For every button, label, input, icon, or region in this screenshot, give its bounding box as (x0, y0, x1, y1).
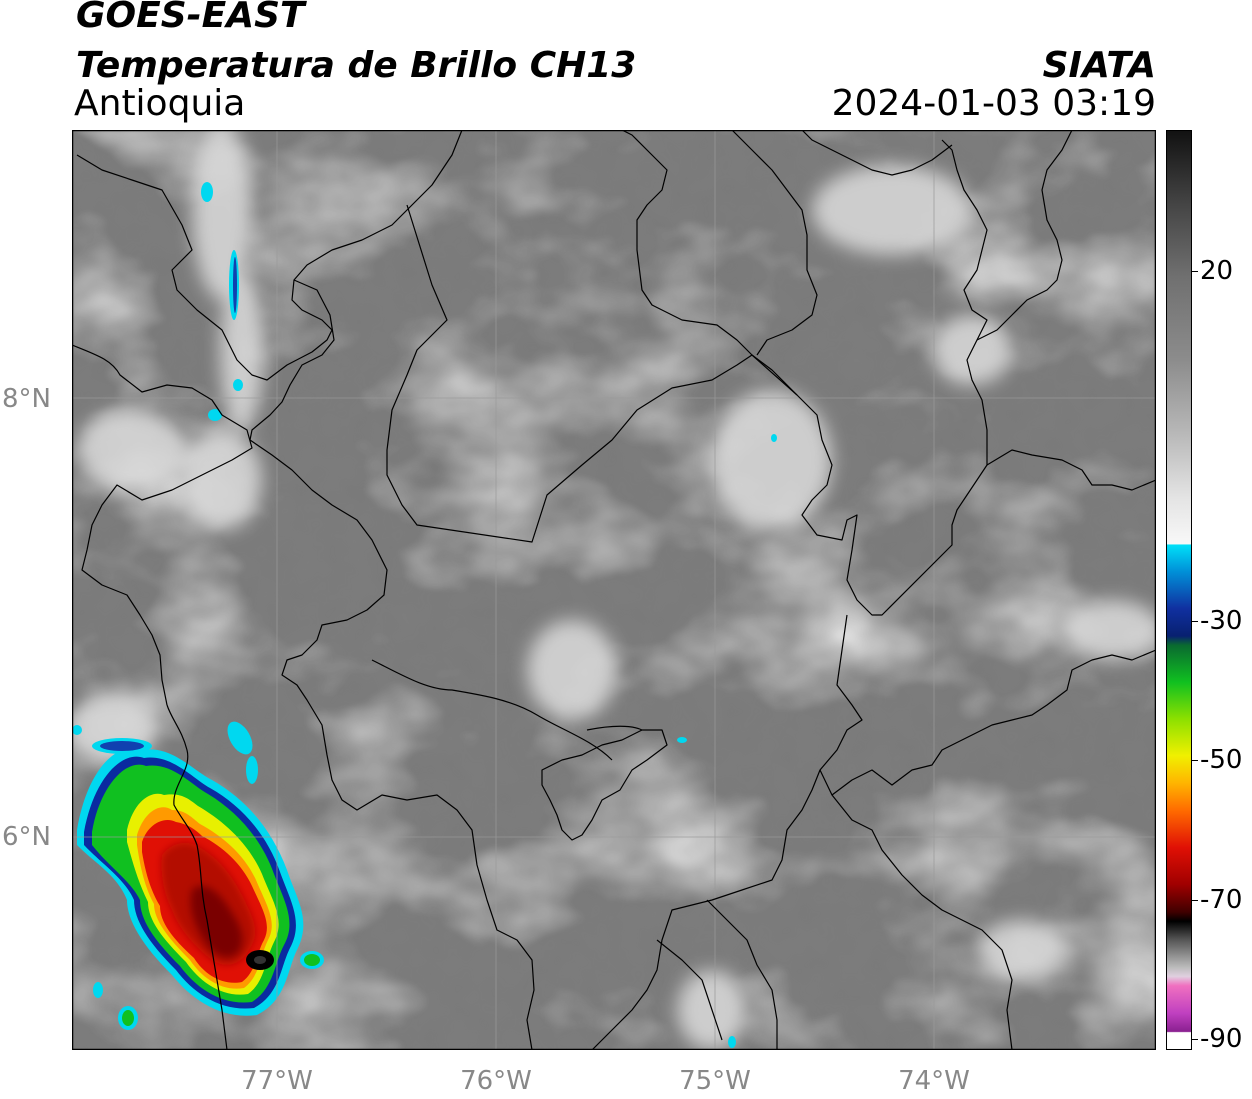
lon-label-74w: 74°W (898, 1066, 970, 1096)
cold-cloud-spots (201, 182, 777, 1048)
colorbar-tick-label: -70 (1200, 885, 1243, 915)
lat-label-8n: 8°N (2, 384, 51, 414)
coastline (72, 344, 253, 706)
organization-label: SIATA (1042, 45, 1156, 86)
lon-label-76w: 76°W (460, 1066, 532, 1096)
colorbar-tick-label: -30 (1200, 606, 1243, 636)
product-title: Temperatura de Brillo CH13 (76, 45, 637, 86)
colorbar (1166, 130, 1192, 1050)
lon-label-75w: 75°W (679, 1066, 751, 1096)
colorbar-tick (1192, 271, 1198, 272)
lon-label-77w: 77°W (241, 1066, 313, 1096)
brightness-temperature-map (72, 130, 1156, 1050)
satellite-title: GOES-EAST (76, 0, 305, 36)
region-label: Antioquia (74, 83, 246, 124)
colorbar-tick-label: -50 (1200, 745, 1243, 775)
lat-label-6n: 6°N (2, 822, 51, 852)
map-gridlines (72, 130, 1156, 1050)
colorbar-tick-label: 20 (1200, 256, 1234, 286)
colorbar-tick (1192, 621, 1198, 622)
boundaries (72, 130, 1156, 1050)
datetime-label: 2024-01-03 03:19 (831, 83, 1156, 124)
colorbar-tick-label: -90 (1200, 1024, 1243, 1054)
convective-storm (72, 721, 324, 1030)
colorbar-tick (1192, 1039, 1198, 1040)
colorbar-tick (1192, 900, 1198, 901)
colorbar-tick (1192, 760, 1198, 761)
